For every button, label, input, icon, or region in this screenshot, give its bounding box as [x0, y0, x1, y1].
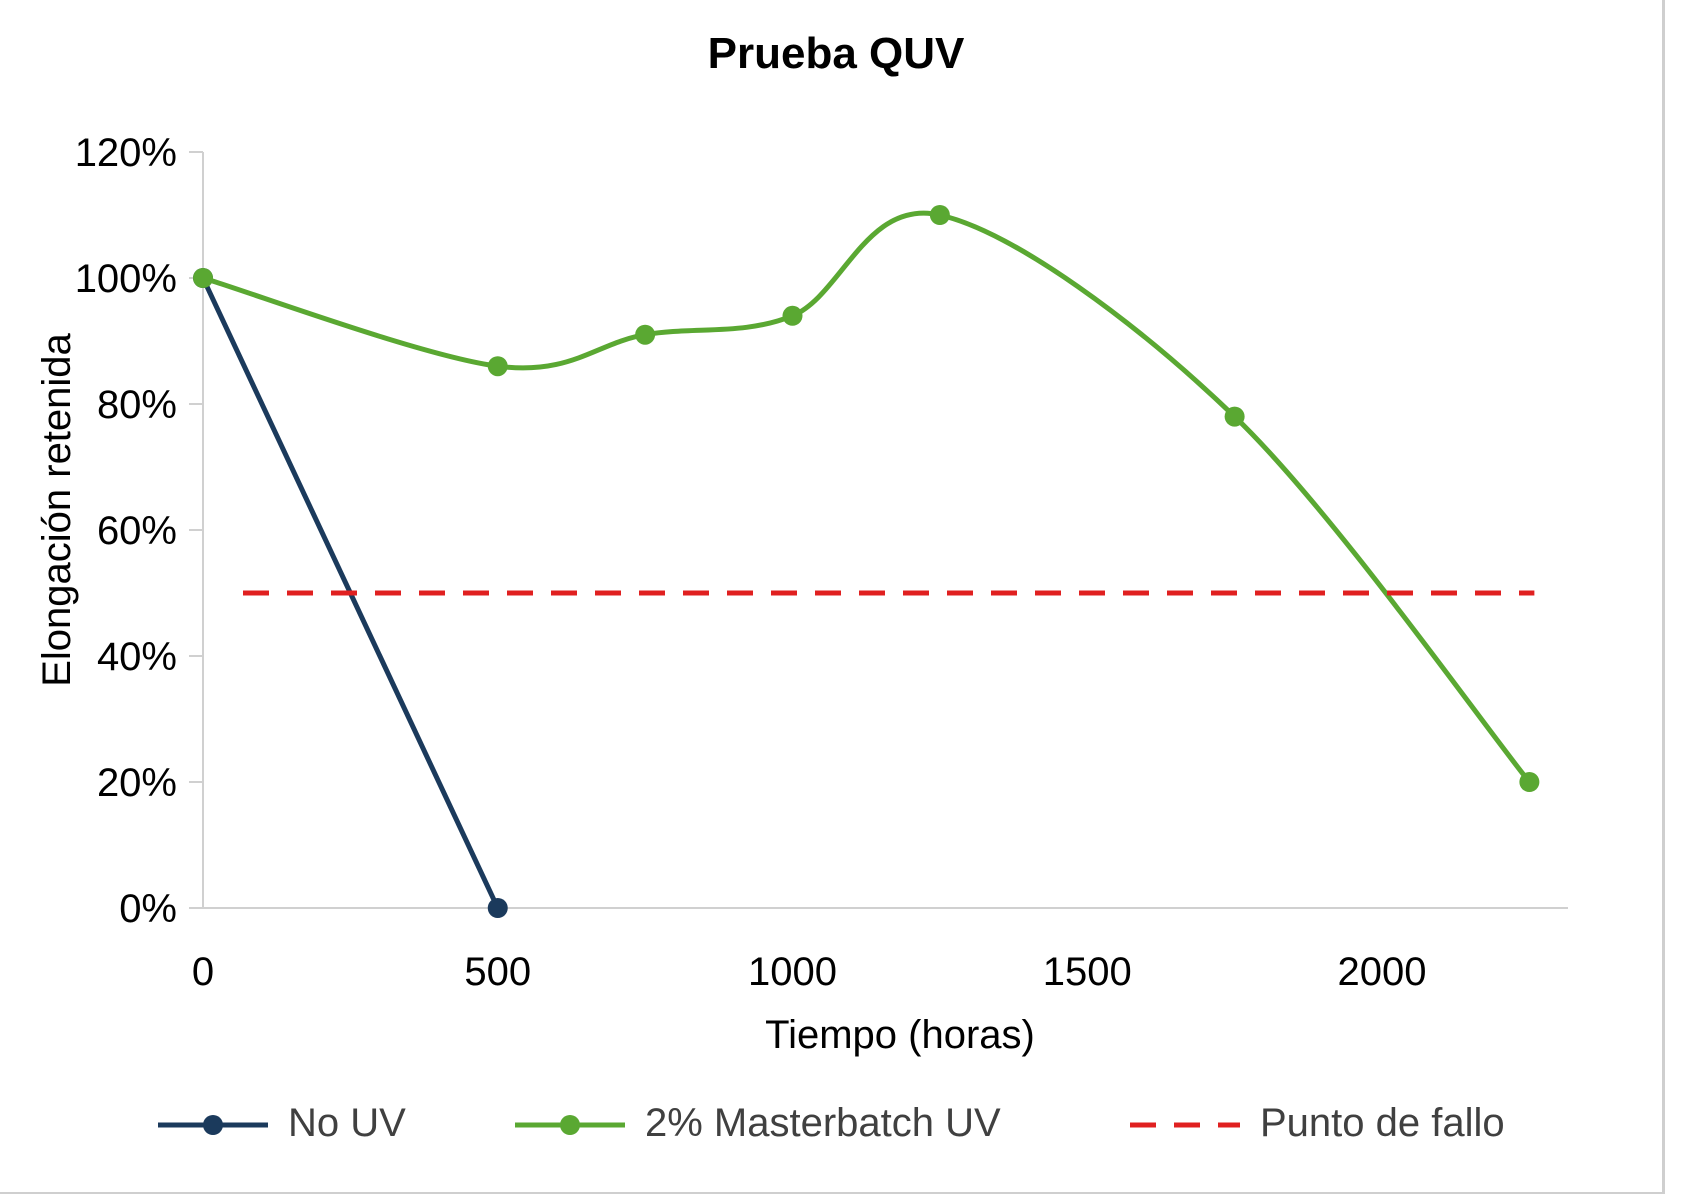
y-tick-label: 80%	[97, 383, 177, 427]
y-tick-label: 20%	[97, 761, 177, 805]
y-tick-label: 100%	[75, 257, 177, 301]
y-tick-label: 40%	[97, 635, 177, 679]
legend-label-no-uv: No UV	[288, 1101, 406, 1145]
data-point-2-masterbatch-uv	[487, 356, 508, 377]
axes-group: 0% 20% 40% 60% 80% 100% 120% 0 500 1000 1500 2000	[75, 131, 1568, 994]
data-point-2-masterbatch-uv	[635, 324, 656, 345]
chart-svg: Prueba QUV Elongación retenida Tiempo (h…	[35, 29, 1568, 1145]
series-line-2-masterbatch-uv	[202, 210, 1532, 784]
y-tick-label: 60%	[97, 509, 177, 553]
legend: No UV 2% Masterbatch UV Punto de fallo	[158, 1101, 1505, 1145]
x-tick-label: 1000	[748, 950, 837, 994]
legend-label-2-masterbatch-uv: 2% Masterbatch UV	[645, 1101, 1001, 1145]
legend-marker-no-uv	[203, 1115, 223, 1135]
data-point-no-uv	[487, 898, 508, 918]
chart-title: Prueba QUV	[708, 29, 965, 78]
legend-marker-2-masterbatch-uv	[560, 1115, 580, 1135]
x-axis-label: Tiempo (horas)	[765, 1013, 1035, 1057]
x-tick-label: 500	[464, 950, 531, 994]
y-tick-label: 120%	[75, 131, 177, 175]
data-point-2-masterbatch-uv	[1224, 406, 1245, 427]
data-point-2-masterbatch-uv	[929, 205, 950, 225]
legend-label-punto-de-fallo: Punto de fallo	[1260, 1101, 1505, 1145]
y-tick-label: 0%	[119, 887, 177, 931]
data-point-2-masterbatch-uv	[193, 268, 213, 288]
series-group	[193, 205, 1540, 918]
data-point-2-masterbatch-uv	[782, 305, 803, 326]
x-tick-label: 0	[192, 950, 214, 994]
y-axis-label: Elongación retenida	[35, 332, 79, 686]
data-point-2-masterbatch-uv	[1519, 772, 1540, 792]
chart-frame: Prueba QUV Elongación retenida Tiempo (h…	[0, 0, 1665, 1194]
x-tick-label: 2000	[1338, 950, 1427, 994]
x-tick-label: 1500	[1043, 950, 1132, 994]
